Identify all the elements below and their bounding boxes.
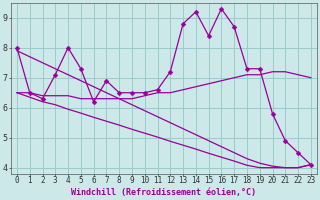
X-axis label: Windchill (Refroidissement éolien,°C): Windchill (Refroidissement éolien,°C)	[71, 188, 256, 197]
